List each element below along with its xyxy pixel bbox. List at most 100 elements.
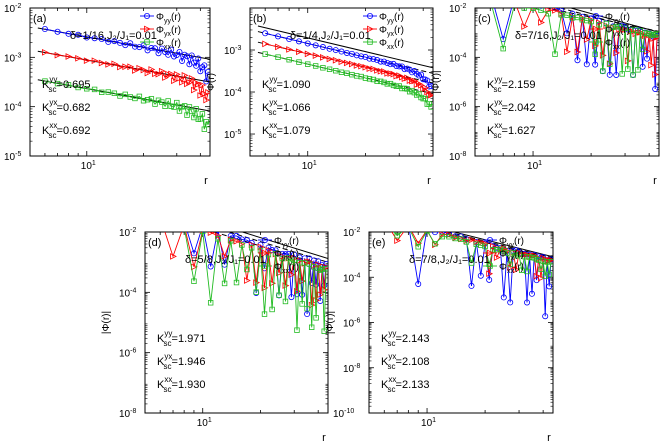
data-point [207,263,214,270]
data-point [286,36,293,43]
data-point [613,23,619,30]
fit-line [544,8,659,32]
data-point [136,93,143,100]
data-point [83,34,90,41]
data-point [482,240,489,247]
data-point [65,53,73,60]
data-point [432,232,439,236]
data-point [162,103,168,110]
data-point [275,33,282,40]
data-point [288,271,296,278]
y-axis-label: |Φ(r)| [431,70,442,93]
data-point [170,253,177,260]
data-point [338,69,345,75]
legend-label: Φxx(r) [274,262,299,275]
data-point [545,10,552,17]
data-point [304,305,310,312]
legend-label: Φyx(r) [499,249,524,262]
data-point [190,250,197,257]
data-point [248,245,255,251]
data-point [530,8,532,9]
data-point [644,55,651,62]
panel-d: 101 10-2 10-4 10-6 10-8 r |Φ(r)| (d) δ=5/8,J₂/J₁… [101,215,329,442]
data-point [326,66,333,72]
data-point [381,58,388,65]
data-point [538,274,545,282]
legend-label: Φxx(r) [156,38,181,51]
data-point [600,68,606,74]
data-point [468,282,475,289]
data-point [415,280,422,287]
data-point [370,65,378,73]
data-point [613,49,621,57]
legend-label: Φyy(r) [379,12,404,25]
fit-line [452,232,553,258]
data-point [323,266,328,272]
data-point [158,215,164,220]
data-point [261,284,269,292]
exponent-label: Kyx sc=2.042 [487,98,535,117]
data-point [500,294,507,301]
data-point [424,232,430,234]
data-point [42,48,49,56]
data-point [542,313,549,320]
data-point [127,63,135,71]
data-point [366,55,373,62]
exponent-label: Kxx sc=0.692 [42,121,90,140]
data-point [239,242,245,248]
data-point [406,223,412,228]
data-point [285,255,292,261]
data-point [65,30,72,37]
data-point [286,46,294,53]
data-point [312,42,319,49]
data-point [521,253,528,260]
data-point [374,67,382,74]
legend-label: Φyy(r) [274,236,299,249]
series-line-Φ_xx [393,232,552,277]
legend-marker [367,39,373,45]
data-point [652,71,659,78]
data-point [321,328,327,334]
data-point [538,8,544,9]
data-point [396,63,403,70]
data-point [171,104,177,110]
data-point [84,86,90,92]
data-point [516,251,522,258]
data-point [158,45,165,52]
data-point [326,45,333,52]
data-point [439,233,446,240]
data-point [282,282,290,289]
data-point [91,35,98,42]
y-tick-label: 10-8 [343,363,360,375]
exponent-label: Kyx sc=0.682 [42,98,90,117]
y-tick-label: 10-6 [119,348,136,360]
data-point [155,70,163,78]
exponent-label: Kyy sc=1.090 [262,75,310,94]
data-point [207,232,215,236]
data-point [639,63,646,70]
data-point [548,259,553,265]
data-point [221,280,228,287]
legend-marker [261,236,268,243]
y-tick-label: 10-4 [119,287,136,299]
data-point [140,42,147,49]
data-point [132,67,139,74]
data-point [262,51,268,57]
data-point [424,77,431,84]
data-point [381,68,388,75]
data-point [490,247,496,253]
data-point [122,63,130,71]
panel-title: δ=7/8,J₂/J₁=0.01 [409,254,490,266]
data-point [117,93,123,99]
data-point [574,48,582,56]
data-point [105,89,111,95]
data-point [184,112,190,118]
data-point [265,246,273,254]
data-point [308,301,316,309]
data-point [333,68,339,74]
exponent-label: Kyx sc=1.946 [157,352,205,371]
data-point [253,289,259,295]
data-point [144,97,151,103]
data-point [317,291,325,298]
data-point [639,46,646,53]
